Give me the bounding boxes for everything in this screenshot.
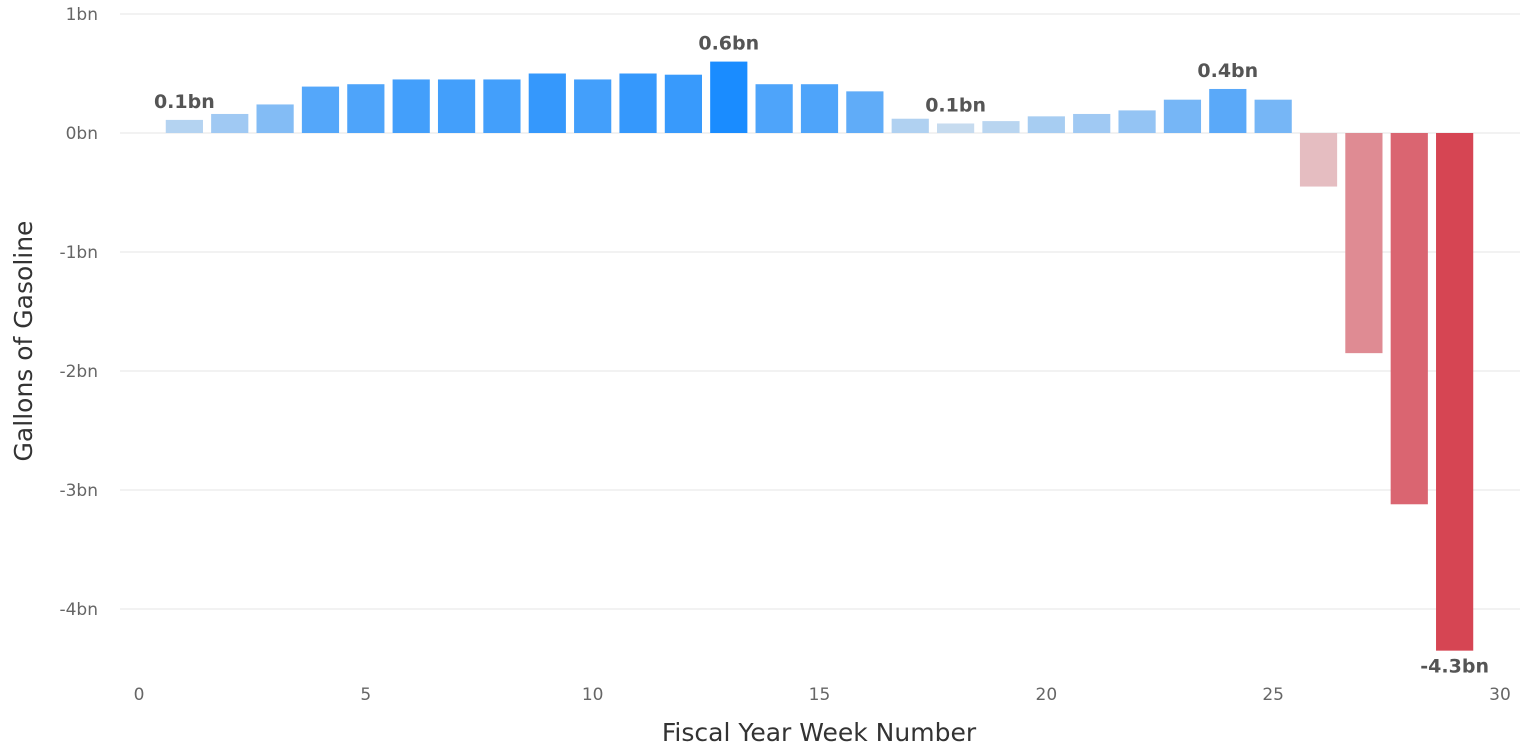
bar-week-25 (1254, 99, 1292, 133)
y-axis-ticks: 1bn 0bn -1bn -2bn -3bn -4bn (59, 5, 98, 620)
bar-week-20 (1027, 116, 1065, 133)
y-tick-label: 1bn (66, 5, 98, 25)
y-tick-label: 0bn (66, 124, 98, 144)
x-tick-label: 5 (360, 685, 371, 705)
y-axis-title: Gallons of Gasoline (9, 221, 38, 462)
bar-week-21 (1073, 113, 1111, 133)
data-label: 0.1bn (925, 94, 986, 116)
bar-week-1 (165, 119, 203, 133)
x-tick-label: 20 (1036, 685, 1058, 705)
bar-week-4 (301, 86, 340, 133)
bar-week-2 (211, 113, 249, 133)
y-tick-label: -2bn (59, 362, 98, 382)
x-axis-title: Fiscal Year Week Number (662, 718, 977, 747)
bar-week-19 (982, 121, 1020, 133)
bar-week-14 (755, 84, 793, 133)
data-label: 0.6bn (698, 33, 759, 55)
bar-week-12 (664, 74, 703, 133)
bars (165, 61, 1474, 651)
y-tick-label: -1bn (59, 243, 98, 263)
bar-week-8 (483, 79, 521, 133)
bar-week-23 (1163, 99, 1202, 133)
bar-week-9 (528, 73, 566, 133)
bar-week-17 (891, 118, 929, 133)
data-label: 0.4bn (1197, 60, 1258, 82)
bar-week-28 (1390, 133, 1428, 505)
bar-week-15 (800, 84, 839, 133)
bar-week-3 (256, 104, 294, 133)
y-tick-label: -4bn (59, 600, 98, 620)
bar-week-11 (619, 73, 657, 133)
bar-week-5 (347, 84, 385, 133)
data-label: -4.3bn (1420, 656, 1489, 678)
bar-week-24 (1209, 88, 1247, 133)
x-tick-label: 0 (134, 685, 145, 705)
data-label: 0.1bn (154, 91, 215, 113)
bar-week-6 (392, 79, 430, 133)
x-tick-label: 30 (1489, 685, 1511, 705)
y-tick-label: -3bn (59, 481, 98, 501)
x-axis-ticks: 0 5 10 15 20 25 30 (134, 685, 1511, 705)
bar-week-10 (574, 79, 612, 133)
bar-week-29 (1436, 133, 1474, 651)
data-labels: 0.1bn 0.6bn 0.1bn 0.4bn -4.3bn (154, 33, 1489, 678)
bar-week-22 (1118, 110, 1156, 133)
bar-week-7 (437, 79, 476, 133)
bar-week-16 (846, 91, 884, 133)
x-tick-label: 25 (1262, 685, 1284, 705)
x-tick-label: 15 (809, 685, 831, 705)
bar-week-27 (1345, 133, 1383, 354)
bar-week-13 (710, 61, 748, 133)
x-tick-label: 10 (582, 685, 604, 705)
bar-week-18 (936, 123, 975, 133)
bar-week-26 (1299, 133, 1338, 187)
